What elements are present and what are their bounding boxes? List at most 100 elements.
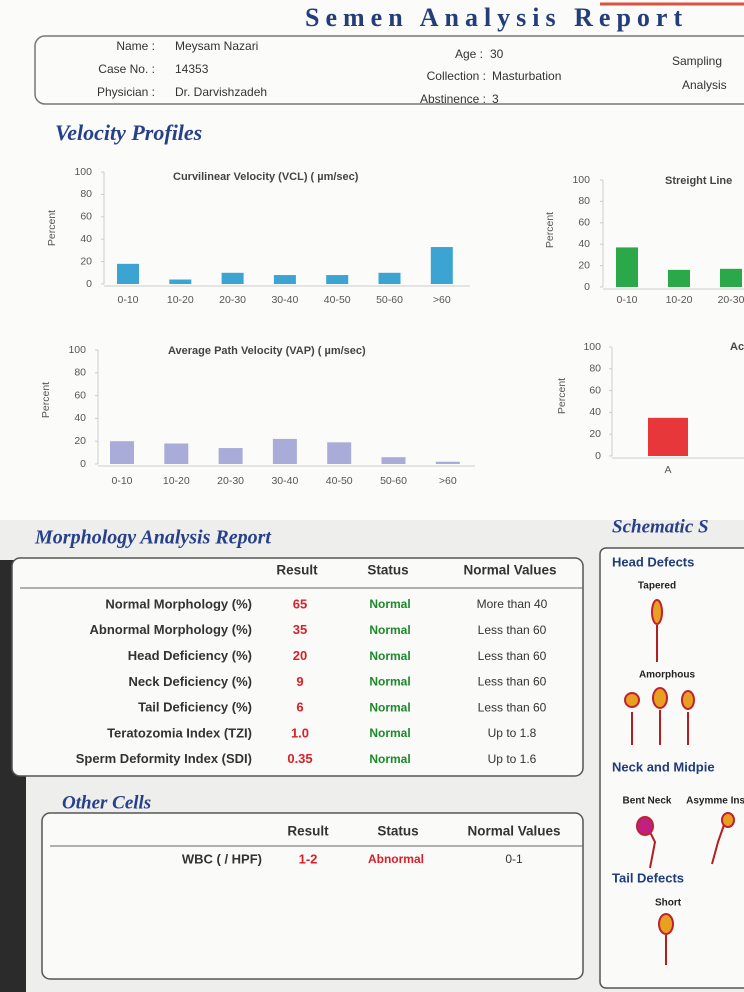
status: Normal [369,700,410,714]
field-value: 14353 [175,62,209,76]
schematic-box [599,547,744,989]
status: Normal [369,623,410,637]
bar [720,268,742,287]
result: 1-2 [299,851,318,866]
y-tick-label: 100 [572,174,590,186]
y-tick-label: 40 [74,412,86,424]
y-tick-label: 60 [80,211,92,223]
chart-title: Streight Line [665,175,732,187]
normal-value: More than 40 [477,597,548,611]
defect-label: Bent Neck [623,796,672,807]
y-tick-label: 0 [80,458,86,470]
result: 6 [296,700,303,715]
row-label: Tail Deficiency (%) [138,700,252,715]
x-tick-label: A [664,464,671,476]
x-tick-label: 30-40 [271,475,298,487]
column-header: Result [276,563,318,578]
defect-label: Amorphous [639,670,696,681]
x-tick-label: 10-20 [666,294,693,306]
chart-title: Ac [730,341,744,353]
y-axis-label: Percent [46,210,58,246]
normal-value: Up to 1.6 [488,752,537,766]
bar [117,263,139,284]
field-label: Name : [116,39,155,53]
row-label: Sperm Deformity Index (SDI) [76,751,252,766]
bar [169,279,192,284]
normal-value: 0-1 [505,852,523,866]
bar [381,457,406,464]
field-value: 30 [490,47,504,61]
field-label: Collection : [427,69,486,83]
x-tick-label: 10-20 [163,475,190,487]
normal-value: Less than 60 [478,675,547,689]
normal-value: Up to 1.8 [488,726,537,740]
row-label: Abnormal Morphology (%) [90,622,253,637]
defect-label: Short [655,898,682,909]
y-tick-label: 80 [578,195,590,207]
result: 9 [296,674,303,689]
defect-label: Asymme Insert [686,796,744,807]
y-tick-label: 100 [583,341,601,353]
bar [435,461,460,464]
x-tick-label: 50-60 [380,475,407,487]
status: Abnormal [368,852,424,866]
section-title: Tail Defects [612,870,684,885]
y-axis-label: Percent [556,378,568,414]
y-tick-label: 100 [68,344,86,356]
y-tick-label: 0 [595,450,601,462]
bar [326,275,349,284]
y-tick-label: 20 [80,255,92,267]
y-tick-label: 80 [80,188,92,200]
column-header: Result [287,824,329,839]
field-value: Masturbation [492,69,561,83]
report-title: Semen Analysis Report [305,3,688,32]
x-tick-label: 50-60 [376,294,403,306]
row-label: Normal Morphology (%) [105,596,252,611]
y-tick-label: 80 [589,363,601,375]
section-title: Head Defects [612,554,694,569]
status: Normal [369,675,410,689]
field-value: Dr. Darvishzadeh [175,85,267,99]
bar [218,448,243,464]
x-tick-label: 30-40 [271,294,298,306]
x-tick-label: 40-50 [324,294,351,306]
y-tick-label: 100 [74,166,92,178]
y-tick-label: 20 [589,428,601,440]
other-cells-box [41,812,584,980]
column-header: Normal Values [467,824,560,839]
x-tick-label: 20-30 [718,294,744,306]
section-heading: Velocity Profiles [55,120,202,145]
result: 0.35 [287,751,312,766]
normal-value: Less than 60 [478,623,547,637]
field-label: Abstinence : [420,92,486,106]
y-tick-label: 60 [589,384,601,396]
morphology-box [11,557,584,777]
chart-title: Curvilinear Velocity (VCL) ( µm/sec) [173,171,359,183]
result: 20 [293,648,307,663]
bar [110,441,134,464]
column-header: Status [367,563,408,578]
field-value: Meysam Nazari [175,39,258,53]
row-label: Head Deficiency (%) [128,648,252,663]
bar [272,438,297,464]
x-tick-label: 20-30 [219,294,246,306]
row-label: WBC ( / HPF) [182,851,262,866]
field-value: 3 [492,92,499,106]
x-tick-label: >60 [433,294,451,306]
normal-value: Less than 60 [478,649,547,663]
status: Normal [369,726,410,740]
status: Normal [369,649,410,663]
chart-title: Average Path Velocity (VAP) ( µm/sec) [168,345,366,357]
x-tick-label: >60 [439,475,457,487]
y-tick-label: 60 [578,217,590,229]
y-tick-label: 40 [578,238,590,250]
bar [164,443,189,464]
bar [430,247,453,284]
y-tick-label: 20 [74,435,86,447]
y-tick-label: 0 [86,278,92,290]
normal-value: Less than 60 [478,700,547,714]
field-label: Age : [455,47,483,61]
x-tick-label: 20-30 [217,475,244,487]
bar [378,272,401,284]
field-label: Physician : [97,85,155,99]
